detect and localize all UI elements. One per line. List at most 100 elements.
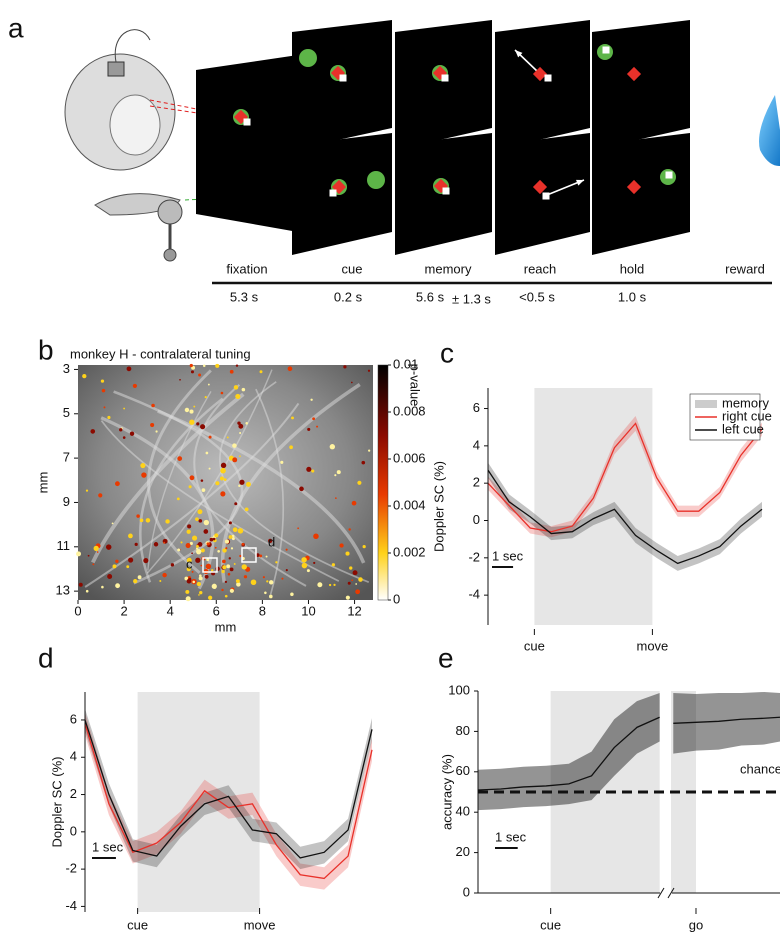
- activation: [192, 580, 196, 584]
- activation: [170, 563, 175, 567]
- y-tick-label: 60: [456, 763, 470, 778]
- activation: [85, 489, 89, 492]
- activation: [229, 567, 234, 572]
- activation: [196, 581, 201, 587]
- activation: [313, 533, 319, 540]
- activation: [143, 557, 149, 564]
- hand-cursor: [542, 192, 550, 200]
- screen: [292, 20, 392, 150]
- activation: [209, 537, 214, 542]
- fixation-point: [626, 66, 642, 82]
- activation: [345, 551, 350, 556]
- activation: [313, 561, 316, 565]
- activation: [235, 393, 241, 400]
- activation: [177, 548, 181, 552]
- y-tick-label: 6: [473, 400, 480, 415]
- activation: [246, 481, 251, 487]
- hand-cursor: [339, 74, 347, 82]
- vessel: [157, 409, 366, 564]
- hand-cursor: [544, 74, 552, 82]
- activation: [259, 370, 263, 374]
- activation: [289, 445, 293, 450]
- vessel: [193, 384, 307, 587]
- screen: [395, 20, 492, 150]
- activation: [186, 529, 191, 534]
- activation: [165, 519, 170, 524]
- fixation-point: [532, 66, 548, 82]
- activation: [268, 580, 274, 585]
- activation: [98, 493, 103, 498]
- activation: [349, 566, 353, 570]
- colorbar-label: p-value: [408, 364, 423, 407]
- activation: [215, 481, 220, 486]
- y-tick-label: 11: [57, 538, 71, 553]
- y-tick-label: 4: [70, 749, 77, 764]
- activation: [220, 391, 224, 395]
- vessel: [147, 369, 212, 574]
- activation: [191, 552, 193, 555]
- y-tick-label: 3: [63, 361, 70, 376]
- activation: [133, 579, 138, 584]
- activation: [275, 561, 278, 564]
- memory-jitter: ± 1.3 s: [452, 291, 491, 306]
- activation: [241, 542, 245, 546]
- y-tick-label: -2: [468, 549, 480, 564]
- activation: [159, 579, 162, 582]
- activation: [367, 369, 371, 372]
- activation: [220, 467, 226, 474]
- activation: [198, 373, 202, 377]
- scale-bar-label: 1 sec: [492, 548, 524, 563]
- activation: [236, 582, 241, 587]
- arrow-head: [576, 179, 584, 186]
- activation: [193, 405, 196, 408]
- fixation-point: [626, 179, 642, 195]
- activation: [241, 387, 246, 392]
- axis-break: [657, 887, 665, 899]
- activation: [220, 491, 226, 497]
- vessel: [147, 391, 212, 571]
- hand-cursor: [602, 46, 610, 54]
- task-screens: [196, 20, 690, 255]
- activation: [105, 544, 112, 550]
- activation: [301, 562, 308, 569]
- activation: [90, 429, 96, 434]
- activation: [223, 478, 227, 481]
- series-line: [487, 469, 763, 565]
- activation: [224, 594, 228, 598]
- activation: [155, 430, 158, 433]
- screen: [592, 133, 690, 255]
- y-tick-label: 13: [56, 583, 70, 598]
- activation: [357, 480, 362, 485]
- activation: [198, 574, 202, 578]
- activation: [199, 590, 203, 595]
- activation: [244, 507, 249, 512]
- activation: [200, 424, 206, 430]
- activation: [231, 537, 235, 541]
- activation: [232, 527, 238, 533]
- y-tick-label: 100: [448, 682, 470, 697]
- activation: [92, 563, 95, 566]
- activation: [235, 579, 240, 584]
- x-tick-label: 4: [167, 603, 174, 618]
- activation: [189, 409, 194, 414]
- y-axis-label: accuracy (%): [439, 754, 454, 830]
- activation: [162, 572, 167, 578]
- activation: [355, 583, 358, 585]
- activation: [132, 383, 137, 388]
- activation: [176, 497, 180, 501]
- x-tick-label: 2: [120, 603, 127, 618]
- activation: [197, 509, 203, 515]
- activation: [229, 588, 234, 593]
- y-tick-label: -4: [468, 587, 480, 602]
- scale-bar-label: 1 sec: [92, 839, 124, 854]
- activation: [197, 542, 203, 547]
- activation: [352, 570, 358, 576]
- activation: [224, 539, 230, 544]
- hand-cursor: [442, 187, 450, 195]
- colorbar-tick-label: 0.002: [393, 544, 426, 559]
- colorbar-tick-label: 0: [393, 591, 400, 606]
- activation: [317, 582, 323, 588]
- event-label: go: [689, 917, 703, 932]
- activation: [222, 565, 227, 570]
